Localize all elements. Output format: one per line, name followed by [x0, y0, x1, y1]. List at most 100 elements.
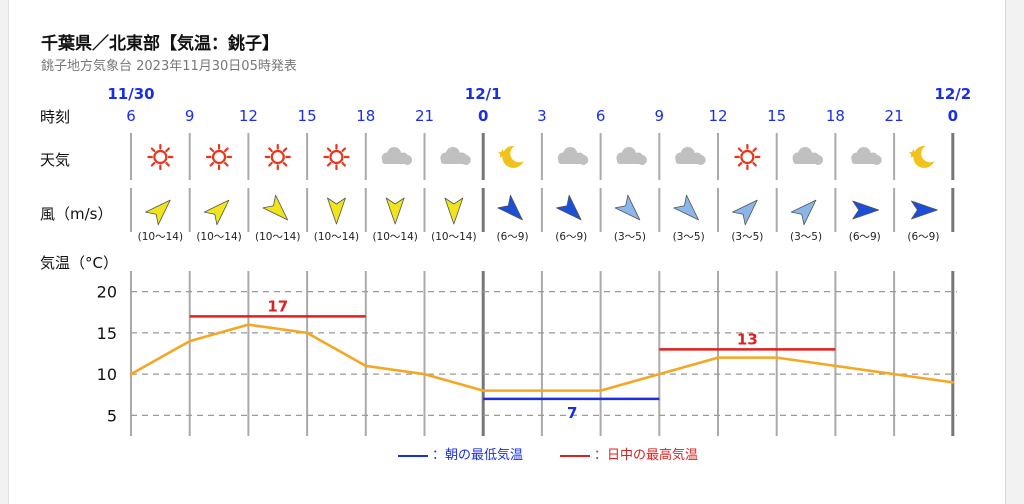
cloud-puff — [871, 155, 882, 165]
hour-label: 0 — [948, 107, 958, 125]
wind-arrow-icon — [673, 194, 699, 221]
cloud-puff — [387, 147, 402, 161]
wind-arrow-icon — [852, 200, 880, 220]
min-temp-label: 7 — [567, 404, 577, 422]
wind-speed-label: (10〜14) — [314, 231, 359, 243]
wind-arrow-icon — [790, 199, 817, 226]
legend-max-label: ：日中の最高気温 — [594, 448, 699, 463]
row-label-wind: 風（m/s） — [40, 205, 113, 223]
moon-star — [908, 149, 919, 158]
hour-label: 6 — [596, 107, 606, 125]
wind-speed-label: (10〜14) — [431, 231, 476, 243]
max-temp-label: 13 — [737, 330, 758, 348]
cloudy-icon — [381, 147, 413, 165]
hour-label: 15 — [767, 107, 786, 125]
y-tick-label: 20 — [97, 283, 117, 302]
sun-ray — [282, 147, 288, 153]
wind-speed-label: (10〜14) — [372, 231, 417, 243]
sun-ray — [326, 161, 332, 167]
sun-ray — [341, 161, 347, 167]
wind-arrow-icon — [497, 194, 523, 221]
temperature-point — [188, 339, 192, 343]
hour-label: 21 — [885, 107, 904, 125]
cloud-base — [382, 158, 409, 164]
wind-arrow-shape — [790, 199, 817, 226]
wind-arrow-shape — [911, 200, 938, 220]
y-tick-label: 10 — [97, 365, 117, 384]
cloud-puff — [680, 147, 695, 161]
page-subtitle: 銚子地方気象台 2023年11月30日05時発表 — [41, 59, 297, 74]
row-label-temp: 気温（°C） — [40, 254, 118, 272]
date-label: 12/1 — [465, 85, 502, 103]
cloudy-icon — [851, 147, 882, 165]
temperature-point — [364, 364, 368, 368]
sun-ray — [150, 161, 156, 167]
wind-arrow-shape — [262, 194, 289, 221]
wind-arrow-icon — [327, 197, 346, 225]
cloud-base — [558, 158, 585, 164]
wind-arrow-icon — [911, 200, 938, 220]
sun-core — [329, 149, 344, 165]
temperature-point — [481, 389, 485, 393]
max-temp-label: 17 — [267, 297, 288, 315]
cloudy-icon — [792, 147, 824, 165]
wind-arrow-shape — [556, 194, 582, 221]
sun-ray — [752, 161, 757, 167]
hour-label: 12 — [239, 107, 258, 125]
sun-ray — [341, 147, 347, 153]
cloud-puff — [563, 147, 578, 161]
wind-speed-label: (6〜9) — [497, 231, 529, 243]
wind-speed-label: (10〜14) — [138, 231, 183, 243]
sun-ray — [326, 147, 332, 153]
page-title: 千葉県／北東部【気温：銚子】 — [41, 34, 279, 54]
cloudy-icon — [675, 147, 706, 165]
wind-arrow-icon — [444, 197, 464, 225]
sun-ray — [165, 161, 170, 167]
y-tick-label: 15 — [97, 324, 117, 343]
sun-core — [153, 149, 168, 165]
hour-label: 9 — [185, 107, 195, 125]
temperature-point — [129, 372, 133, 376]
cloudy-icon — [616, 147, 647, 165]
sun-ray — [209, 161, 215, 167]
wind-arrow-icon — [614, 194, 641, 221]
temperature-point — [775, 356, 779, 360]
wind-speed-label: (10〜14) — [255, 231, 300, 243]
hour-label: 18 — [826, 107, 845, 125]
temperature-point — [657, 372, 661, 376]
sun-ray — [223, 147, 229, 153]
wind-speed-label: (3〜5) — [614, 231, 646, 243]
wind-arrow-shape — [327, 197, 346, 225]
moon-star — [497, 149, 508, 158]
sunny-icon — [323, 143, 350, 171]
wind-speed-label: (3〜5) — [790, 231, 822, 243]
wind-arrow-icon — [203, 199, 230, 226]
wind-arrow-icon — [385, 197, 405, 225]
moon-crescent — [913, 145, 935, 168]
date-label: 11/30 — [107, 85, 154, 103]
hour-label: 6 — [126, 107, 136, 125]
wind-arrow-shape — [732, 199, 758, 226]
cloud-puff — [695, 155, 706, 165]
temperature-point — [247, 323, 250, 327]
forecast-card: 千葉県／北東部【気温：銚子】 銚子地方気象台 2023年11月30日05時発表 — [8, 0, 1006, 504]
hour-label: 3 — [537, 107, 547, 125]
hour-label: 15 — [298, 107, 317, 125]
wind-speed-label: (3〜5) — [673, 231, 705, 243]
cloud-puff — [856, 147, 871, 161]
moon-icon — [908, 145, 935, 168]
wind-arrow-icon — [732, 199, 758, 226]
wind-arrow-icon — [556, 194, 582, 221]
legend-min: ：朝の最低気温 — [398, 444, 523, 463]
sunny-icon — [264, 143, 291, 171]
cloudy-icon — [557, 147, 589, 165]
temperature-point — [892, 372, 896, 376]
wind-arrow-shape — [203, 199, 230, 226]
hour-label: 12 — [708, 107, 727, 125]
cloud-puff — [402, 155, 413, 165]
sun-ray — [737, 147, 743, 153]
cloud-puff — [813, 155, 824, 165]
temperature-point — [951, 380, 955, 384]
cloud-puff — [621, 147, 636, 161]
